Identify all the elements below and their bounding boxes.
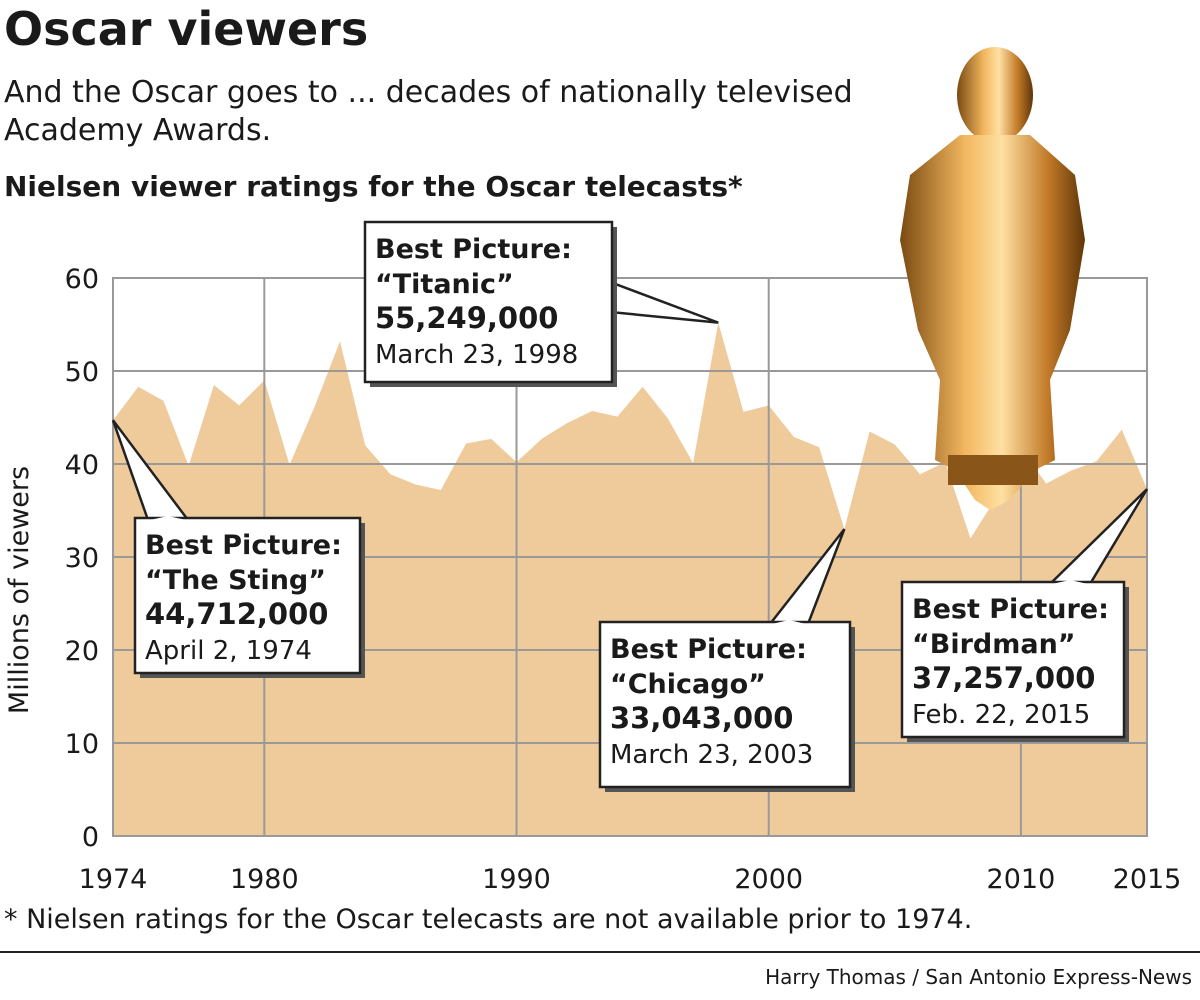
y-tick-label: 20 xyxy=(65,636,99,667)
callout-viewers: 44,712,000 xyxy=(145,597,328,631)
callout-viewers: 33,043,000 xyxy=(610,701,793,735)
x-tick-label: 2010 xyxy=(987,864,1056,895)
x-tick-label: 1974 xyxy=(79,864,148,895)
subtitle: And the Oscar goes to ... decades of nat… xyxy=(4,75,853,110)
area xyxy=(113,322,1147,836)
x-tick-label: 1980 xyxy=(230,864,299,895)
callout-heading: Best Picture: xyxy=(610,634,807,665)
callout-joint xyxy=(150,516,186,520)
x-tick-label: 1990 xyxy=(482,864,551,895)
y-tick-label: 0 xyxy=(82,822,99,853)
callout-film: “Birdman” xyxy=(912,629,1076,660)
y-tick-label: 40 xyxy=(65,450,99,481)
callout: Best Picture: “Chicago”33,043,000 March 23… xyxy=(598,528,855,792)
callout-joint xyxy=(772,620,806,624)
callout: Best Picture: “The Sting”44,712,000 April … xyxy=(111,419,365,678)
subtitle: Academy Awards. xyxy=(4,113,271,148)
y-tick-label: 10 xyxy=(65,729,99,760)
chart-title: Nielsen viewer ratings for the Oscar tel… xyxy=(4,170,743,203)
callout: Best Picture: “Titanic”55,249,000 March 23… xyxy=(363,220,719,387)
credit: Harry Thomas / San Antonio Express-News xyxy=(765,965,1192,989)
y-tick-label: 60 xyxy=(65,264,99,295)
callout-film: “The Sting” xyxy=(145,565,326,596)
callout-pointer xyxy=(608,280,719,324)
callout-heading: Best Picture: xyxy=(375,234,572,265)
callout-box xyxy=(363,220,614,384)
statue xyxy=(900,47,1085,510)
callout-date: April 2, 1974 xyxy=(145,636,312,666)
callout-heading: Best Picture: xyxy=(912,594,1109,625)
callout-date: March 23, 2003 xyxy=(610,740,813,770)
callout-joint xyxy=(1052,580,1088,584)
x-tick-label: 2000 xyxy=(734,864,803,895)
y-tick-label: 30 xyxy=(65,543,99,574)
callout-date: Feb. 22, 2015 xyxy=(912,700,1090,730)
annotations: Best Picture: “The Sting”44,712,000 April … xyxy=(111,220,1149,792)
callout-film: “Titanic” xyxy=(375,269,514,300)
footnote: * Nielsen ratings for the Oscar telecast… xyxy=(4,904,972,935)
callout-box xyxy=(900,580,1126,739)
callout-joint xyxy=(608,282,612,312)
x-tick-label: 2015 xyxy=(1113,864,1182,895)
callout-box xyxy=(598,620,852,789)
callout: Best Picture: “Birdman”37,257,000 Feb. 22,… xyxy=(900,488,1149,742)
callout-viewers: 37,257,000 xyxy=(912,661,1095,695)
callout-heading: Best Picture: xyxy=(145,530,342,561)
title: Oscar viewers xyxy=(4,2,368,56)
callout-box xyxy=(133,516,362,675)
callout-viewers: 55,249,000 xyxy=(375,301,558,335)
y-axis-label: Millions of viewers xyxy=(4,466,35,714)
y-tick-label: 50 xyxy=(65,357,99,388)
callout-film: “Chicago” xyxy=(610,669,766,700)
callout-date: March 23, 1998 xyxy=(375,340,578,370)
